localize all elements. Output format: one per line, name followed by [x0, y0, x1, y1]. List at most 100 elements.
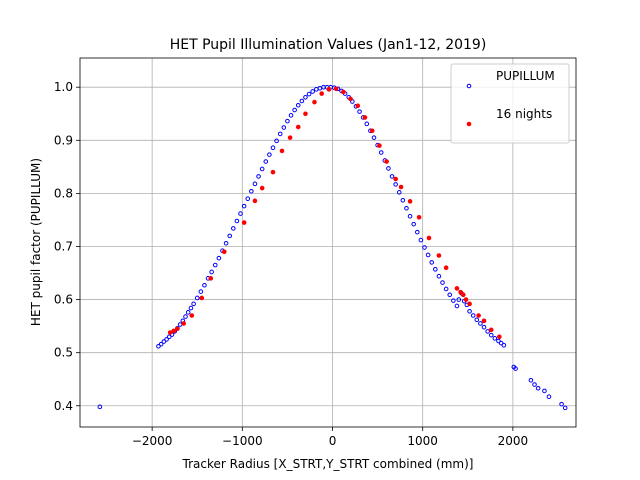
data-point — [414, 229, 420, 235]
data-point — [185, 310, 191, 315]
data-point — [398, 184, 404, 190]
data-point — [393, 176, 398, 182]
legend-marker-pupillum — [466, 83, 472, 89]
data-point — [303, 94, 308, 100]
data-point — [546, 394, 552, 400]
series-16-nights — [167, 86, 502, 340]
data-point — [97, 404, 103, 410]
data-point — [191, 301, 196, 307]
data-point — [407, 213, 413, 219]
data-point — [234, 218, 240, 224]
data-point — [454, 286, 460, 291]
data-point — [447, 292, 453, 298]
data-point — [416, 214, 422, 220]
data-point — [456, 297, 462, 302]
data-point — [158, 341, 164, 347]
data-point — [256, 174, 261, 179]
data-point — [202, 282, 207, 288]
data-point — [369, 128, 375, 134]
data-point — [223, 240, 229, 246]
y-axis-label: HET pupil factor (PUPILLUM) — [29, 158, 43, 326]
data-point — [454, 303, 460, 309]
data-point — [199, 295, 205, 301]
data-point — [175, 326, 180, 332]
data-point — [245, 196, 251, 201]
data-point — [326, 87, 332, 92]
data-point — [443, 286, 449, 292]
data-point — [488, 327, 494, 333]
data-point — [501, 342, 507, 348]
data-point — [288, 113, 294, 118]
data-point — [364, 121, 370, 127]
data-point — [436, 253, 442, 258]
data-point — [333, 86, 339, 92]
data-point — [497, 334, 502, 340]
data-point — [481, 318, 487, 324]
y-tick-label: 1.0 — [54, 80, 73, 94]
data-point — [279, 148, 285, 154]
data-point — [161, 339, 167, 344]
data-point — [252, 181, 258, 187]
data-point — [458, 289, 463, 295]
data-point — [208, 276, 214, 281]
chart-title: HET Pupil Illumination Values (Jan1-12, … — [170, 37, 487, 53]
data-point — [231, 226, 236, 231]
data-point — [295, 102, 301, 108]
data-point — [377, 143, 382, 148]
data-point — [312, 99, 317, 105]
data-point — [425, 252, 431, 258]
data-point — [156, 343, 161, 349]
data-point — [348, 96, 353, 102]
data-point — [460, 292, 466, 298]
data-point — [384, 159, 389, 164]
data-point — [270, 169, 276, 175]
data-point — [183, 314, 188, 319]
data-point — [212, 262, 218, 268]
y-tick-label: 0.4 — [54, 399, 73, 413]
data-point — [404, 205, 409, 211]
data-point — [513, 366, 518, 371]
data-point — [559, 401, 564, 407]
data-point — [393, 182, 398, 187]
data-point — [299, 98, 305, 104]
data-point — [532, 382, 537, 387]
legend-box — [450, 63, 570, 144]
data-point — [171, 328, 177, 334]
data-point — [292, 107, 297, 113]
y-tick-label: 0.5 — [54, 346, 73, 360]
data-point — [463, 297, 469, 302]
data-point — [310, 89, 315, 94]
data-point — [357, 109, 362, 114]
data-point — [478, 321, 483, 326]
data-point — [492, 336, 498, 341]
x-tick-label: 0 — [329, 434, 337, 448]
data-point — [422, 245, 427, 250]
data-point — [429, 260, 435, 265]
data-point — [474, 317, 480, 323]
data-point — [362, 115, 368, 120]
data-point — [277, 131, 283, 137]
data-point — [241, 220, 247, 225]
x-tick-label: 2000 — [498, 434, 529, 448]
data-point — [451, 298, 456, 303]
data-point — [249, 188, 254, 194]
data-point — [241, 203, 247, 209]
data-point — [181, 321, 187, 326]
data-point — [270, 145, 276, 151]
data-point — [542, 388, 547, 394]
y-tick-label: 0.9 — [54, 133, 73, 147]
data-point — [263, 159, 269, 164]
x-axis-label: Tracker Radius [X_STRT,Y_STRT combined (… — [182, 457, 474, 471]
data-point — [267, 152, 272, 157]
legend-label-16-nights: 16 nights — [496, 107, 552, 121]
data-point — [488, 332, 494, 338]
data-point — [389, 174, 395, 179]
data-point — [411, 221, 416, 227]
data-point — [418, 237, 424, 243]
data-point — [396, 190, 402, 195]
data-point — [476, 313, 481, 318]
data-point — [281, 125, 287, 130]
data-point — [407, 199, 413, 204]
data-point — [221, 249, 227, 255]
